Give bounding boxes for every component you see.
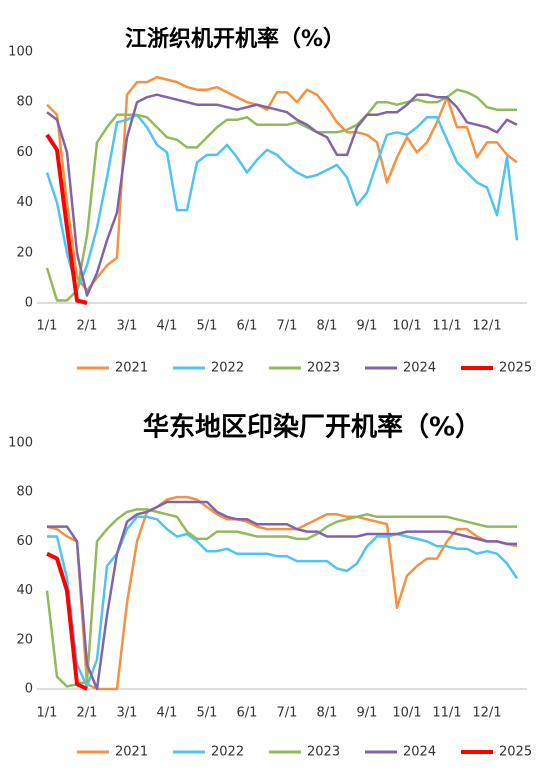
legend-label: 2023: [307, 361, 340, 376]
x-tick-label: 10/1: [392, 706, 421, 721]
y-tick-label: 40: [16, 583, 33, 598]
x-tick-label: 10/1: [392, 319, 421, 334]
series-line: [45, 88, 517, 302]
series-line: [46, 551, 88, 691]
x-tick-label: 11/1: [432, 706, 461, 721]
y-tick-label: 40: [16, 195, 33, 210]
x-tick-label: 4/1: [157, 319, 178, 334]
x-tick-label: 7/1: [277, 319, 298, 334]
legend-label: 2024: [403, 361, 436, 376]
legend-label: 2022: [211, 361, 244, 376]
series-line: [46, 495, 518, 691]
x-tick-label: 4/1: [157, 706, 178, 721]
legend-label: 2024: [403, 745, 436, 760]
x-tick-label: 3/1: [117, 706, 138, 721]
y-tick-label: 60: [16, 534, 33, 549]
chart-title: 华东地区印染厂开机率（%）: [143, 412, 481, 443]
x-tick-label: 7/1: [277, 706, 298, 721]
x-tick-label: 12/1: [472, 319, 501, 334]
x-tick-label: 5/1: [197, 319, 218, 334]
x-tick-label: 1/1: [37, 319, 58, 334]
x-tick-label: 1/1: [37, 706, 58, 721]
y-tick-label: 100: [8, 45, 33, 60]
series-line: [47, 500, 517, 691]
y-tick-label: 60: [16, 145, 33, 160]
legend-label: 2021: [115, 361, 148, 376]
series-line: [45, 133, 88, 305]
y-tick-label: 0: [25, 296, 33, 311]
x-tick-label: 6/1: [237, 706, 258, 721]
legend-label: 2023: [307, 745, 340, 760]
series-line: [45, 113, 519, 292]
chart-title: 江浙织机开机率（%）: [125, 26, 345, 52]
x-tick-label: 6/1: [237, 319, 258, 334]
x-tick-label: 9/1: [357, 319, 378, 334]
x-tick-label: 11/1: [432, 319, 461, 334]
legend-label: 2025: [499, 745, 532, 760]
y-tick-label: 80: [16, 95, 33, 110]
x-tick-label: 3/1: [117, 319, 138, 334]
x-tick-label: 12/1: [472, 706, 501, 721]
x-tick-label: 8/1: [317, 706, 338, 721]
series-line: [45, 508, 517, 688]
y-tick-label: 0: [25, 682, 33, 697]
x-tick-label: 2/1: [77, 319, 98, 334]
x-tick-label: 5/1: [197, 706, 218, 721]
x-tick-label: 8/1: [317, 319, 338, 334]
legend-label: 2025: [499, 361, 532, 376]
x-tick-label: 9/1: [357, 706, 378, 721]
y-tick-label: 100: [8, 436, 33, 451]
series-line: [46, 75, 518, 292]
legend-label: 2022: [211, 745, 244, 760]
x-tick-label: 2/1: [77, 706, 98, 721]
y-tick-label: 20: [16, 632, 33, 647]
y-tick-label: 20: [16, 245, 33, 260]
series-line: [47, 515, 519, 688]
y-tick-label: 80: [16, 485, 33, 500]
series-line: [46, 93, 518, 297]
legend-label: 2021: [115, 745, 148, 760]
